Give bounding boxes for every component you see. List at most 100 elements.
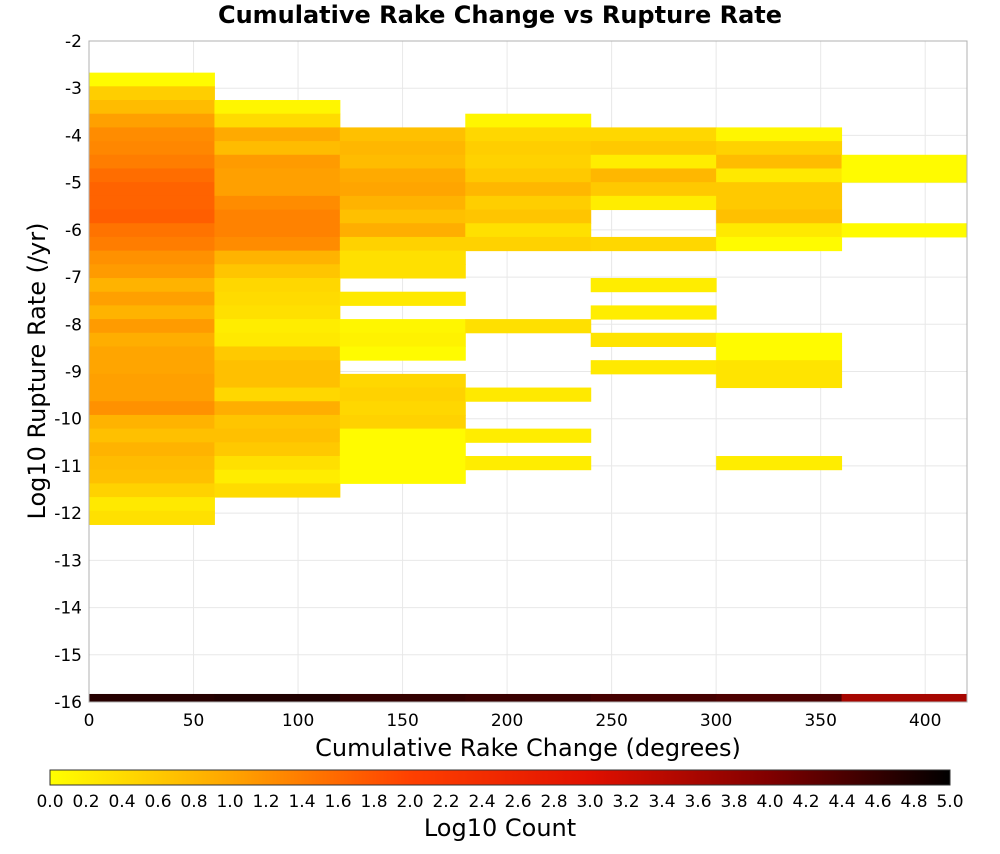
heatmap-cell-bottom-row bbox=[89, 693, 215, 702]
heatmap-cell bbox=[89, 442, 215, 457]
heatmap-cell-bottom-row bbox=[590, 693, 717, 702]
heatmap-cell bbox=[89, 209, 215, 224]
heatmap-cell bbox=[716, 141, 843, 156]
heatmap-cell bbox=[214, 291, 341, 306]
heatmap-cell-bottom-row bbox=[841, 693, 968, 702]
y-tick-label: -15 bbox=[54, 646, 82, 666]
heatmap-cell bbox=[339, 346, 466, 361]
y-tick-label: -16 bbox=[54, 693, 82, 713]
heatmap-cell bbox=[214, 278, 341, 293]
colorbar-tick-label: 2.2 bbox=[432, 792, 459, 812]
y-axis-label: Log10 Rupture Rate (/yr) bbox=[23, 223, 51, 520]
heatmap-cell bbox=[716, 195, 843, 211]
heatmap-cell bbox=[89, 223, 215, 238]
heatmap-cell bbox=[89, 469, 215, 484]
heatmap-cell bbox=[716, 236, 843, 252]
heatmap-cell bbox=[465, 209, 592, 224]
x-tick-label: 250 bbox=[595, 711, 627, 731]
heatmap-cell bbox=[339, 127, 466, 142]
heatmap-cell bbox=[214, 195, 341, 211]
heatmap-cell bbox=[214, 456, 341, 471]
colorbar-tick-label: 0.4 bbox=[108, 792, 135, 812]
heatmap-cell bbox=[841, 154, 968, 169]
heatmap-cell bbox=[465, 195, 592, 211]
heatmap-cell bbox=[716, 223, 843, 238]
heatmap-cell bbox=[339, 264, 466, 279]
heatmap-cell bbox=[465, 236, 592, 252]
heatmap-cell bbox=[89, 414, 215, 430]
heatmap-cell bbox=[590, 127, 717, 142]
heatmap-cell bbox=[214, 373, 341, 389]
heatmap-cell bbox=[89, 113, 215, 128]
heatmap-cell bbox=[89, 483, 215, 498]
heatmap-cell bbox=[465, 456, 592, 471]
heatmap-cell bbox=[214, 442, 341, 457]
heatmap-cell bbox=[339, 168, 466, 183]
heatmap-cell bbox=[89, 236, 215, 252]
colorbar-ticks: 0.0 0.2 0.4 0.6 0.8 1.0 1.2 1.4 1.6 1.8 2.0 2.2 2.4 2… bbox=[36, 792, 963, 812]
heatmap-cell bbox=[590, 168, 717, 183]
colorbar-tick-label: 1.6 bbox=[324, 792, 351, 812]
heatmap-cell bbox=[89, 127, 215, 142]
colorbar-tick-label: 3.6 bbox=[684, 792, 711, 812]
heatmap-cell bbox=[339, 401, 466, 416]
heatmap-cell bbox=[214, 154, 341, 169]
heatmap-cell bbox=[89, 100, 215, 115]
y-tick-label: -2 bbox=[65, 32, 82, 52]
heatmap-cell bbox=[89, 291, 215, 306]
heatmap-cell bbox=[339, 209, 466, 224]
colorbar-tick-label: 1.0 bbox=[216, 792, 243, 812]
heatmap-cell bbox=[590, 154, 717, 169]
colorbar-tick-label: 2.6 bbox=[504, 792, 531, 812]
heatmap-cell bbox=[214, 168, 341, 183]
y-tick-label: -6 bbox=[65, 221, 82, 241]
heatmap-cell bbox=[89, 250, 215, 265]
heatmap-cell bbox=[214, 319, 341, 334]
heatmap-cell bbox=[89, 373, 215, 389]
y-tick-label: -12 bbox=[54, 504, 82, 524]
heatmap-cell bbox=[716, 209, 843, 224]
plot-frame bbox=[88, 40, 968, 703]
y-tick-label: -3 bbox=[65, 79, 82, 99]
heatmap-cell bbox=[339, 141, 466, 156]
colorbar-tick-label: 3.0 bbox=[576, 792, 603, 812]
heatmap-cell bbox=[339, 414, 466, 430]
heatmap-cell bbox=[89, 497, 215, 512]
colorbar-tick-label: 2.0 bbox=[396, 792, 423, 812]
heatmap-cell bbox=[716, 154, 843, 169]
y-tick-label: -11 bbox=[54, 457, 82, 477]
heatmap-cell bbox=[89, 278, 215, 293]
x-axis-label: Cumulative Rake Change (degrees) bbox=[315, 734, 741, 762]
heatmap-cell bbox=[214, 127, 341, 142]
heatmap-cell bbox=[214, 469, 341, 484]
heatmap-cell bbox=[214, 387, 341, 402]
heatmap-cell bbox=[716, 373, 843, 389]
heatmap-cell-bottom-row bbox=[716, 693, 843, 702]
y-tick-label: -13 bbox=[54, 551, 82, 571]
colorbar-tick-label: 0.2 bbox=[72, 792, 99, 812]
heatmap-cell bbox=[214, 414, 341, 430]
y-tick-label: -9 bbox=[65, 363, 82, 383]
colorbar-tick-label: 0.0 bbox=[36, 792, 63, 812]
heatmap-cell bbox=[339, 469, 466, 484]
colorbar-tick-label: 2.8 bbox=[540, 792, 567, 812]
x-tick-label: 350 bbox=[804, 711, 836, 731]
heatmap-cell bbox=[465, 141, 592, 156]
heatmap-cell bbox=[465, 319, 592, 334]
heatmap-cell bbox=[214, 428, 341, 443]
heatmap-cell bbox=[465, 168, 592, 183]
heatmap-cell bbox=[465, 387, 592, 402]
heatmap-cell bbox=[89, 387, 215, 402]
colorbar-tick-label: 0.6 bbox=[144, 792, 171, 812]
heatmap-cell bbox=[716, 332, 843, 347]
heatmap-cell bbox=[214, 113, 341, 128]
heatmap-cell bbox=[465, 223, 592, 238]
heatmap-cell bbox=[339, 195, 466, 211]
heatmap-cell bbox=[89, 456, 215, 471]
heatmap-cell bbox=[841, 223, 968, 238]
y-tick-label: -8 bbox=[65, 315, 82, 335]
heatmap-cell bbox=[590, 236, 717, 252]
heatmap-cell bbox=[89, 510, 215, 525]
heatmap-cell bbox=[339, 332, 466, 347]
